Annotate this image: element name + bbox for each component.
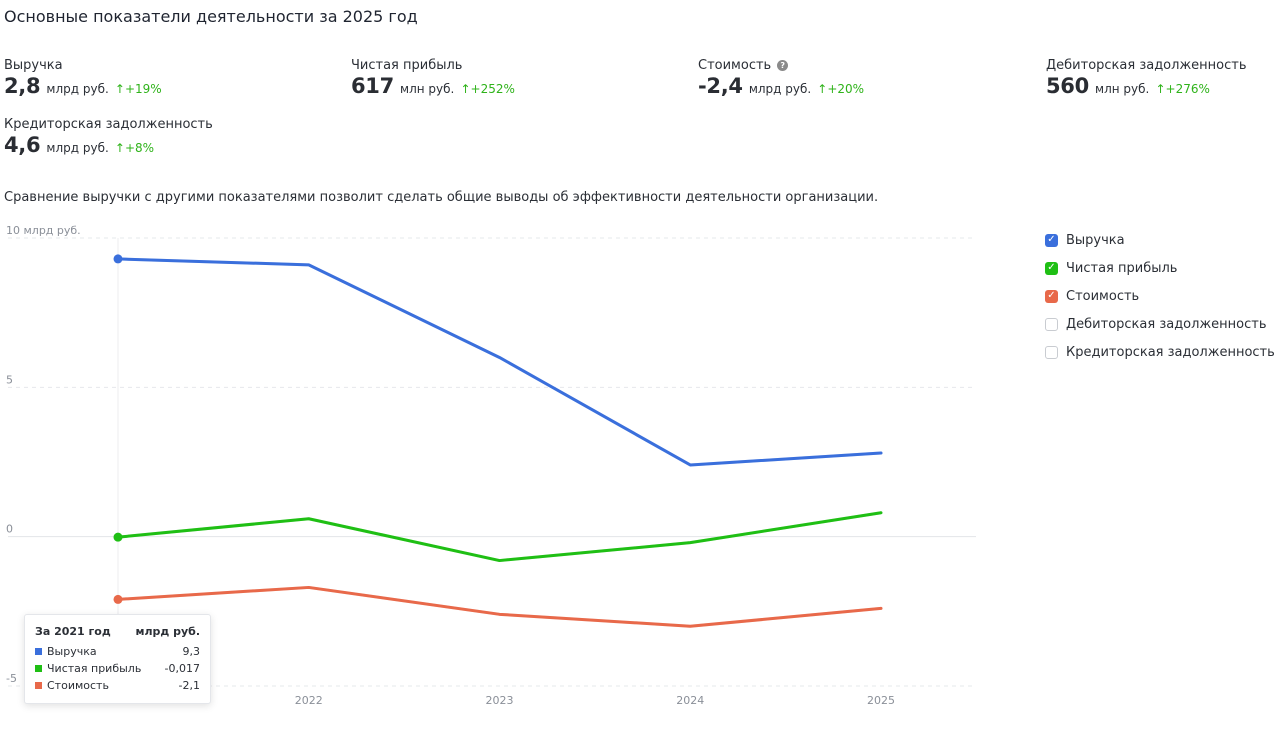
tooltip-series-value: -0,017: [164, 662, 200, 675]
legend-item-revenue[interactable]: ✓ Выручка: [1045, 226, 1275, 254]
y-tick-label: -5: [6, 672, 17, 685]
help-icon[interactable]: ?: [777, 60, 789, 71]
kpi-cost: Стоимость ? -2,4 млрд руб. ↑+20%: [698, 58, 864, 98]
kpi-cost-unit: млрд руб.: [748, 82, 812, 96]
tooltip-swatch: [35, 665, 42, 672]
tooltip-row: Чистая прибыль -0,017: [35, 660, 200, 677]
checkbox-payables[interactable]: [1045, 345, 1058, 359]
kpi-net-profit-label: Чистая прибыль: [351, 58, 463, 73]
chart-tooltip: За 2021 год млрд руб. Выручка 9,3 Чистая…: [24, 614, 211, 704]
intro-text: Сравнение выручки с другими показателями…: [4, 190, 879, 205]
checkbox-revenue[interactable]: ✓: [1045, 233, 1058, 247]
y-tick-label: 5: [6, 373, 13, 386]
kpi-receivables-unit: млн руб.: [1095, 82, 1150, 96]
page-title: Основные показатели деятельности за 2025…: [4, 7, 418, 26]
legend-item-cost[interactable]: ✓ Стоимость: [1045, 282, 1275, 310]
kpi-cost-label: Стоимость ?: [698, 58, 864, 73]
series-line: [116, 511, 883, 563]
hover-point: [113, 254, 123, 264]
chart-legend: ✓ Выручка ✓ Чистая прибыль ✓ Стоимость Д…: [1045, 226, 1275, 366]
series-line: [116, 257, 883, 467]
kpi-payables-unit: млрд руб.: [46, 141, 109, 155]
y-tick-label: 0: [6, 523, 13, 536]
kpi-payables-label: Кредиторская задолженность: [4, 117, 213, 132]
kpi-net-profit: Чистая прибыль 617 млн руб. ↑+252%: [351, 58, 515, 98]
tooltip-series-name: Стоимость: [47, 679, 109, 692]
kpi-payables-delta: ↑+8%: [114, 141, 155, 155]
checkbox-cost[interactable]: ✓: [1045, 289, 1058, 303]
y-tick-label: 10 млрд руб.: [6, 224, 81, 237]
kpi-cost-delta: ↑+20%: [817, 82, 865, 96]
tooltip-series-name: Выручка: [47, 645, 97, 658]
x-tick-label: 2024: [676, 694, 704, 707]
kpi-payables: Кредиторская задолженность 4,6 млрд руб.…: [4, 117, 213, 157]
kpi-net-profit-value: 617: [351, 74, 394, 98]
tooltip-title: За 2021 год: [35, 625, 111, 638]
legend-label: Дебиторская задолженность: [1066, 316, 1267, 332]
legend-label: Выручка: [1066, 232, 1125, 248]
hover-point: [113, 594, 123, 604]
hover-point: [113, 532, 123, 542]
kpi-receivables-value: 560: [1046, 74, 1089, 98]
legend-item-payables[interactable]: Кредиторская задолженность: [1045, 338, 1275, 366]
series-line: [116, 585, 883, 628]
kpi-receivables-delta: ↑+276%: [1155, 82, 1210, 96]
tooltip-row: Стоимость -2,1: [35, 677, 200, 694]
x-tick-label: 2025: [867, 694, 895, 707]
legend-item-receivables[interactable]: Дебиторская задолженность: [1045, 310, 1275, 338]
kpi-cost-value: -2,4: [698, 74, 743, 98]
legend-label: Кредиторская задолженность: [1066, 344, 1275, 360]
tooltip-series-value: 9,3: [182, 645, 201, 658]
kpi-net-profit-unit: млн руб.: [400, 82, 455, 96]
tooltip-swatch: [35, 648, 42, 655]
legend-label: Чистая прибыль: [1066, 260, 1178, 276]
kpi-revenue-value: 2,8: [4, 74, 41, 98]
tooltip-unit: млрд руб.: [135, 625, 200, 638]
legend-item-net-profit[interactable]: ✓ Чистая прибыль: [1045, 254, 1275, 282]
kpi-net-profit-delta: ↑+252%: [460, 82, 515, 96]
series-line-shadow: [116, 257, 883, 467]
kpi-revenue-unit: млрд руб.: [46, 82, 109, 96]
kpi-receivables: Дебиторская задолженность 560 млн руб. ↑…: [1046, 58, 1247, 98]
kpi-revenue-delta: ↑+19%: [114, 82, 162, 96]
kpi-receivables-label: Дебиторская задолженность: [1046, 58, 1247, 73]
line-chart[interactable]: 2022 2023 2024 2025 10 млрд руб. 5 0 -5: [0, 220, 1000, 720]
x-tick-label: 2023: [486, 694, 514, 707]
tooltip-swatch: [35, 682, 42, 689]
legend-label: Стоимость: [1066, 288, 1140, 304]
tooltip-row: Выручка 9,3: [35, 643, 200, 660]
checkbox-receivables[interactable]: [1045, 317, 1058, 331]
x-tick-label: 2022: [295, 694, 323, 707]
kpi-revenue-label: Выручка: [4, 58, 63, 73]
kpi-revenue: Выручка 2,8 млрд руб. ↑+19%: [4, 58, 162, 98]
kpi-payables-value: 4,6: [4, 133, 41, 157]
tooltip-series-name: Чистая прибыль: [47, 662, 142, 675]
checkbox-net-profit[interactable]: ✓: [1045, 261, 1058, 275]
tooltip-series-value: -2,1: [178, 679, 200, 692]
